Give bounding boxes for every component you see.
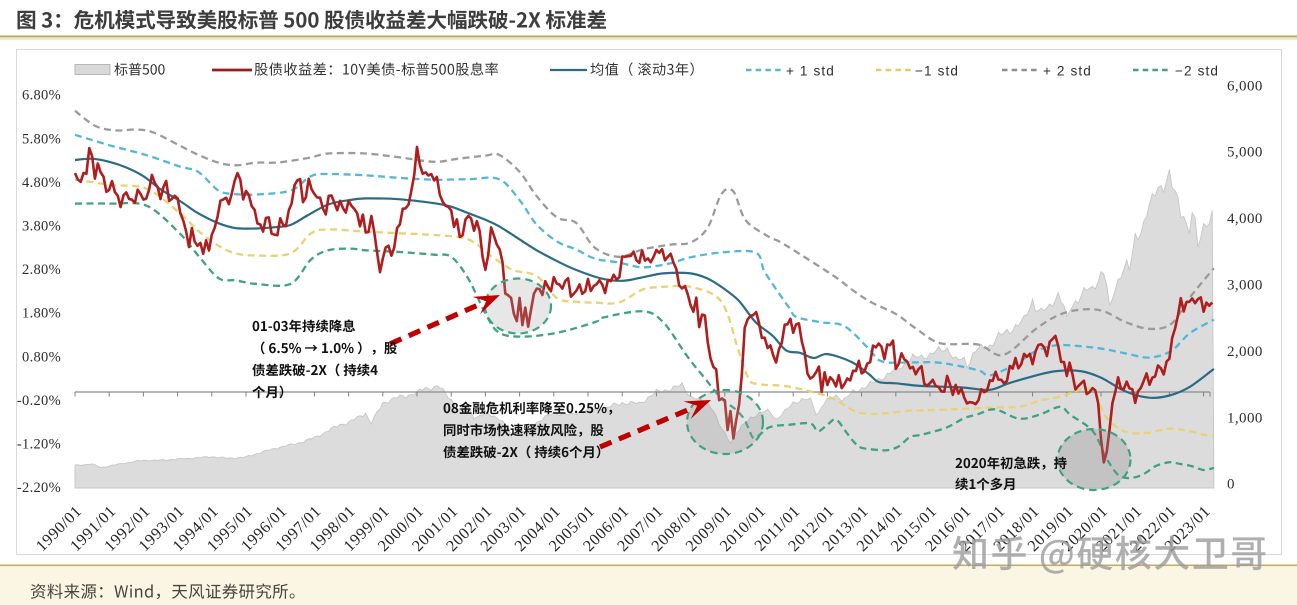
svg-text:6.80%: 6.80% <box>22 88 61 104</box>
svg-text:+ 1 std: + 1 std <box>786 64 835 79</box>
svg-text:0: 0 <box>1227 477 1235 493</box>
svg-text:2,000: 2,000 <box>1227 344 1263 360</box>
svg-text:−2 std: −2 std <box>1175 64 1219 79</box>
svg-text:+ 2 std: + 2 std <box>1043 64 1092 79</box>
svg-text:3.80%: 3.80% <box>22 219 61 235</box>
svg-text:6,000: 6,000 <box>1227 78 1263 94</box>
svg-text:0.80%: 0.80% <box>22 349 61 365</box>
svg-text:4,000: 4,000 <box>1227 211 1263 227</box>
svg-text:−1 std: −1 std <box>915 64 959 79</box>
svg-text:-0.20%: -0.20% <box>17 393 61 409</box>
svg-text:2.80%: 2.80% <box>22 262 61 278</box>
svg-text:5.80%: 5.80% <box>22 131 61 147</box>
svg-text:3,000: 3,000 <box>1227 278 1263 294</box>
svg-text:1,000: 1,000 <box>1227 410 1263 426</box>
svg-text:1.80%: 1.80% <box>22 306 61 322</box>
svg-text:-1.20%: -1.20% <box>17 437 61 453</box>
svg-text:5,000: 5,000 <box>1227 145 1263 161</box>
svg-text:-2.20%: -2.20% <box>17 480 61 496</box>
svg-text:4.80%: 4.80% <box>22 175 61 191</box>
